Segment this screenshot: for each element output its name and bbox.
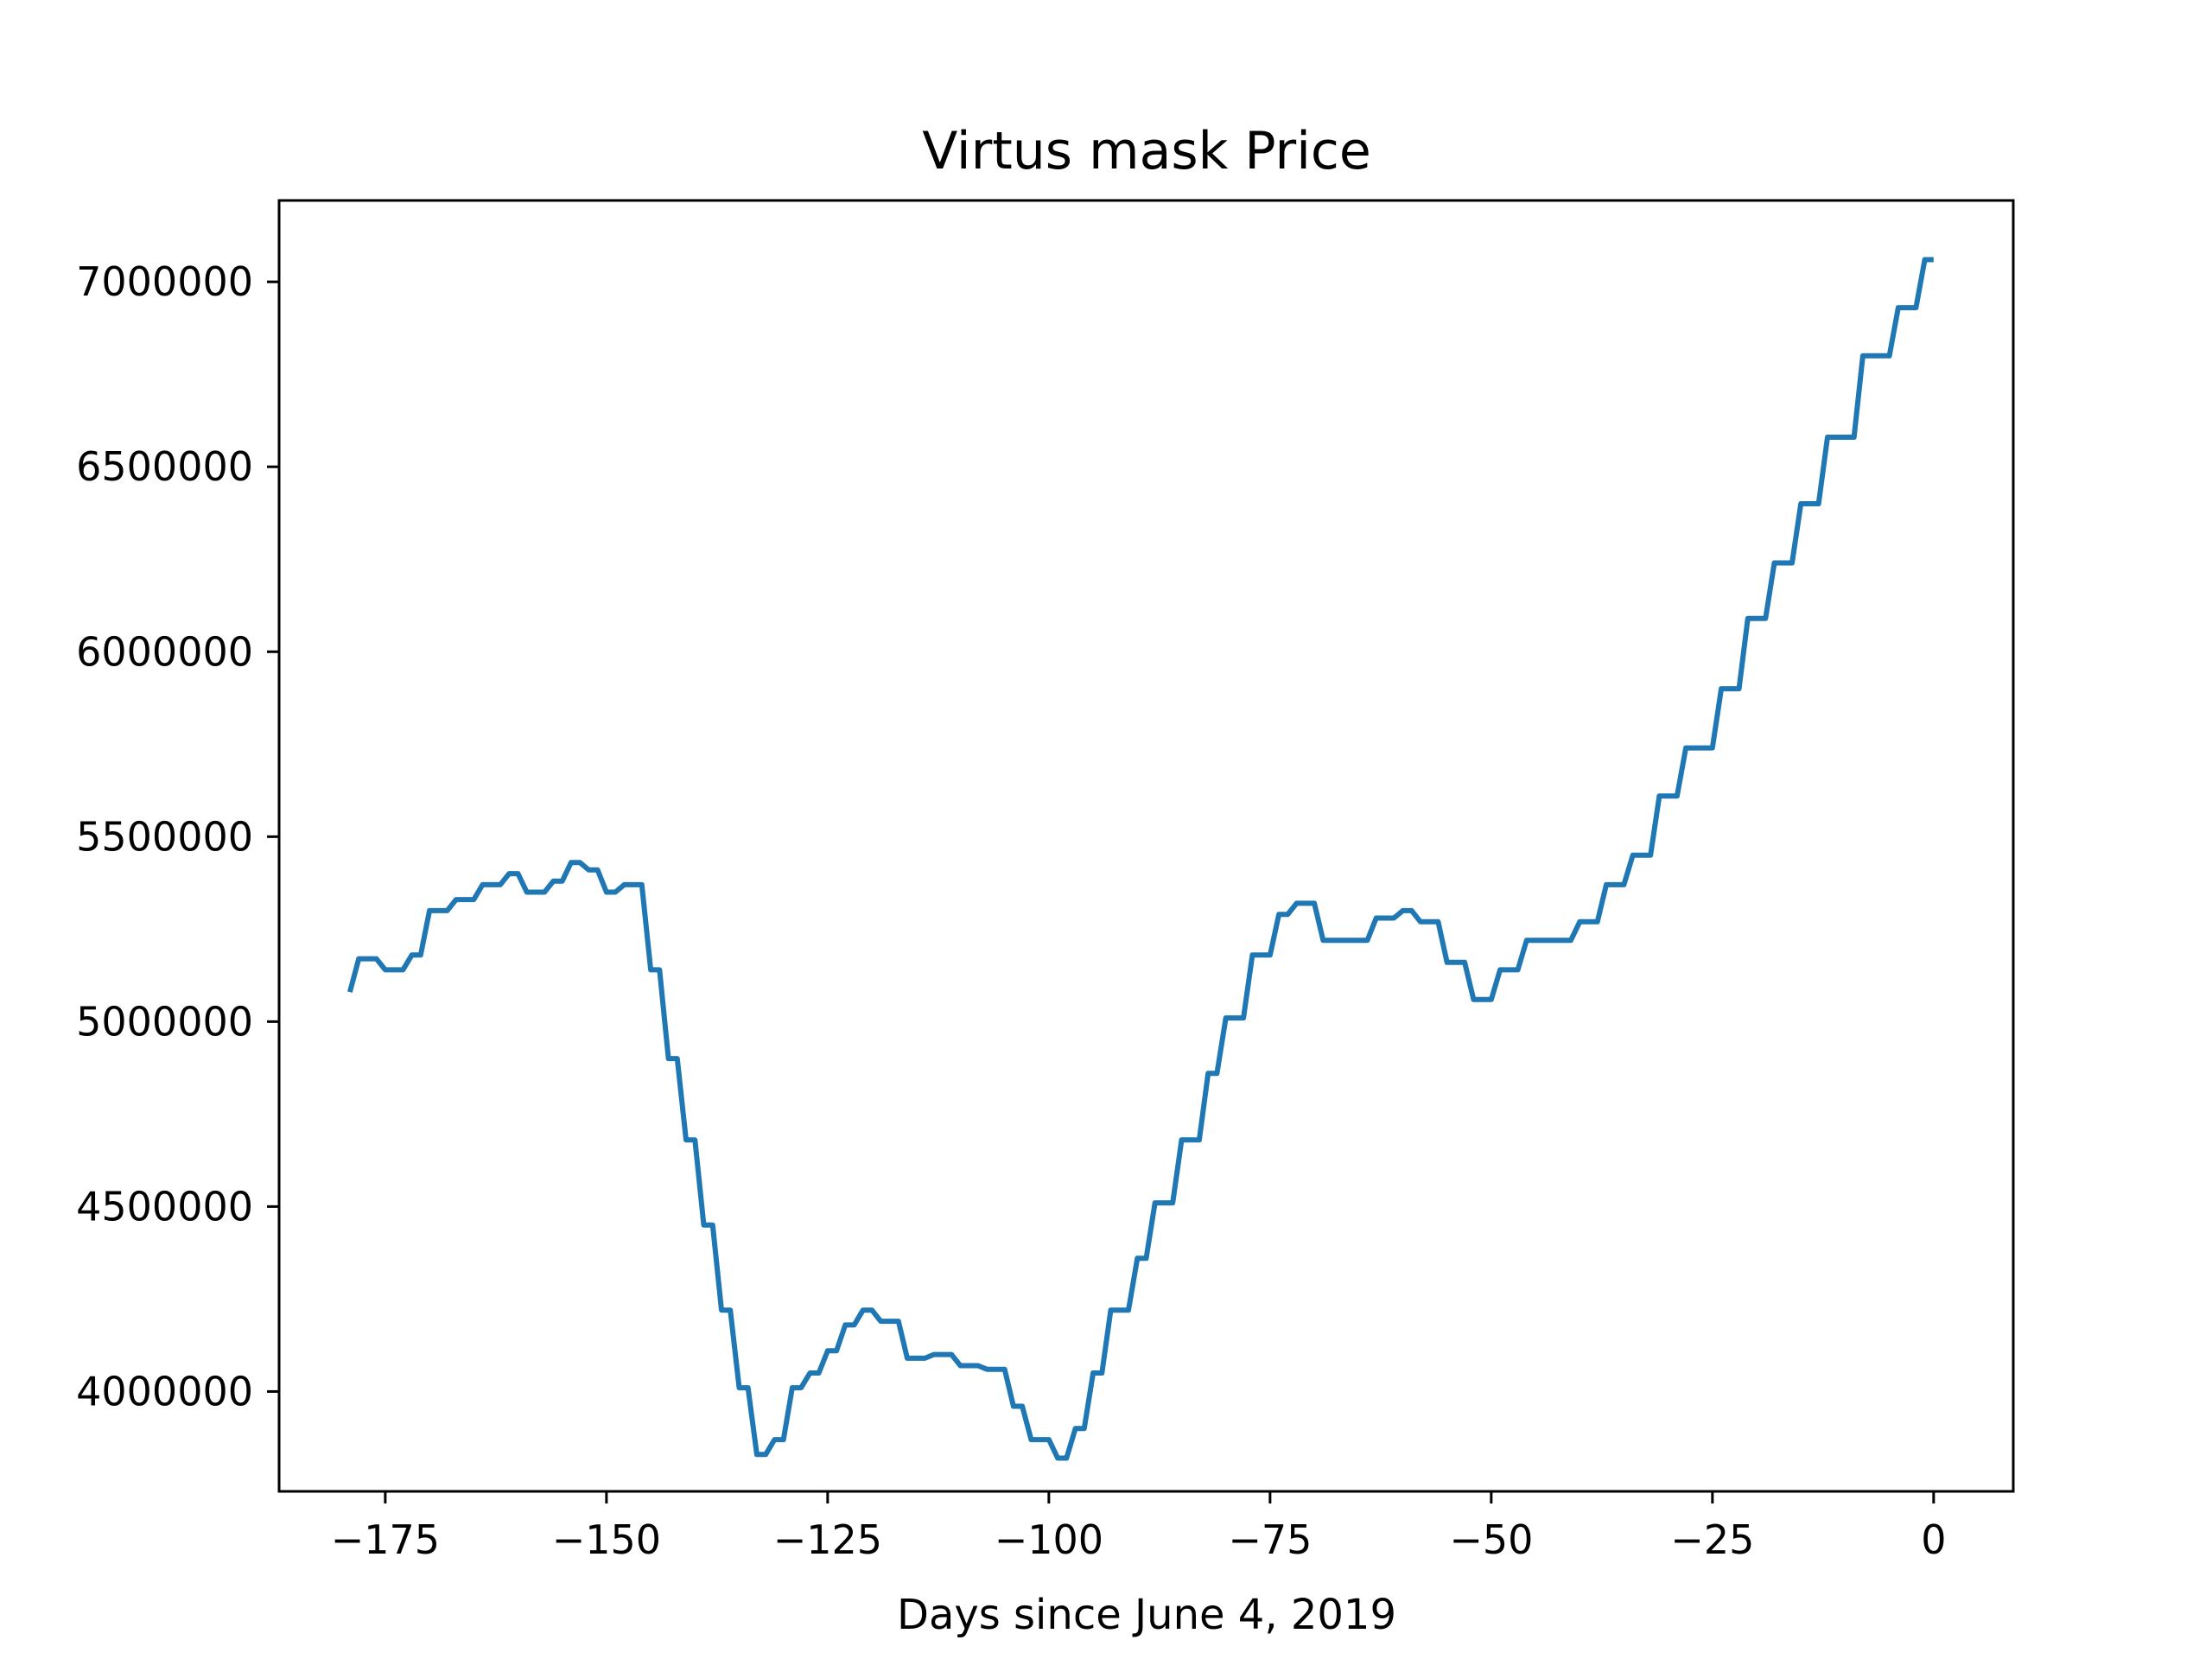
plot-frame	[277, 199, 2015, 1493]
x-tick-label: 0	[1921, 1516, 1946, 1563]
x-axis-label: Days since June 4, 2019	[897, 1591, 1396, 1639]
y-tick-label: 7000000	[76, 258, 253, 305]
y-axis: 4000000 4500000 5000000 5500000 6000000 65000…	[76, 258, 279, 1414]
x-tick-label: −150	[552, 1516, 661, 1563]
y-tick-label: 4000000	[76, 1368, 253, 1414]
chart-title: Virtus mask Price	[922, 121, 1371, 181]
x-tick-label: −25	[1670, 1516, 1754, 1563]
y-tick-label: 5000000	[76, 998, 253, 1045]
x-tick-label: −75	[1228, 1516, 1312, 1563]
y-tick-label: 5500000	[76, 813, 253, 860]
x-tick-label: −175	[331, 1516, 440, 1563]
series-layer	[347, 257, 1934, 1461]
y-tick-label: 6000000	[76, 628, 253, 675]
y-tick-label: 4500000	[76, 1183, 253, 1230]
x-axis: −175 −150 −125 −100 −75 −50 −25 0	[331, 1491, 1946, 1563]
x-tick-label: −125	[773, 1516, 882, 1563]
x-tick-label: −100	[995, 1516, 1103, 1563]
series-line-0	[347, 257, 1934, 1461]
y-tick-label: 6500000	[76, 443, 253, 490]
x-tick-label: −50	[1449, 1516, 1533, 1563]
